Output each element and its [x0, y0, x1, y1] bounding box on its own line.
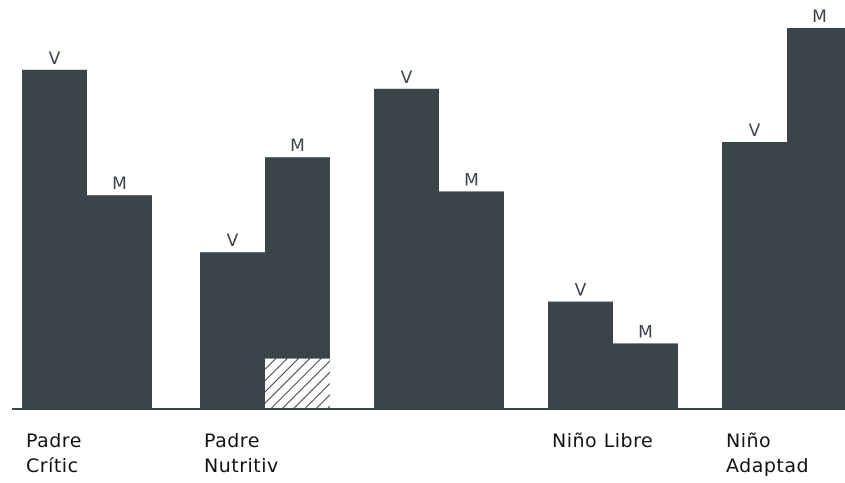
- hatched-segment: [265, 358, 330, 408]
- category-label-0-line-0: Padre: [26, 430, 82, 452]
- category-label-0-line-1: Crític: [26, 455, 79, 477]
- bar-v-4: [722, 142, 787, 408]
- bar-v-2: [374, 88, 439, 409]
- bar-v-1: [200, 252, 265, 408]
- category-label-1-line-0: Padre: [204, 430, 260, 452]
- bar-label-v-3: V: [575, 281, 587, 301]
- category-label-4-line-0: Niño: [726, 430, 771, 452]
- bar-label-v-0: V: [49, 49, 61, 69]
- bar-label-v-2: V: [401, 68, 413, 88]
- bar-v-3: [548, 301, 613, 408]
- bar-label-m-0: M: [112, 174, 127, 194]
- bar-label-m-4: M: [812, 7, 827, 27]
- category-label-3-line-0: Niño Libre: [552, 430, 653, 452]
- category-label-1-line-1: Nutritiv: [204, 455, 279, 477]
- category-label-4-line-1: Adaptad: [726, 455, 809, 477]
- bar-label-v-4: V: [749, 121, 761, 141]
- bar-m-0: [87, 195, 152, 408]
- bar-label-m-2: M: [464, 170, 479, 190]
- bar-label-m-1: M: [290, 136, 305, 156]
- bar-m-4: [787, 28, 845, 408]
- bar-label-m-3: M: [638, 322, 653, 342]
- bar-v-0: [22, 69, 87, 409]
- bar-m-2: [439, 191, 504, 408]
- bar-m-3: [613, 343, 678, 408]
- bar-label-v-1: V: [227, 231, 239, 251]
